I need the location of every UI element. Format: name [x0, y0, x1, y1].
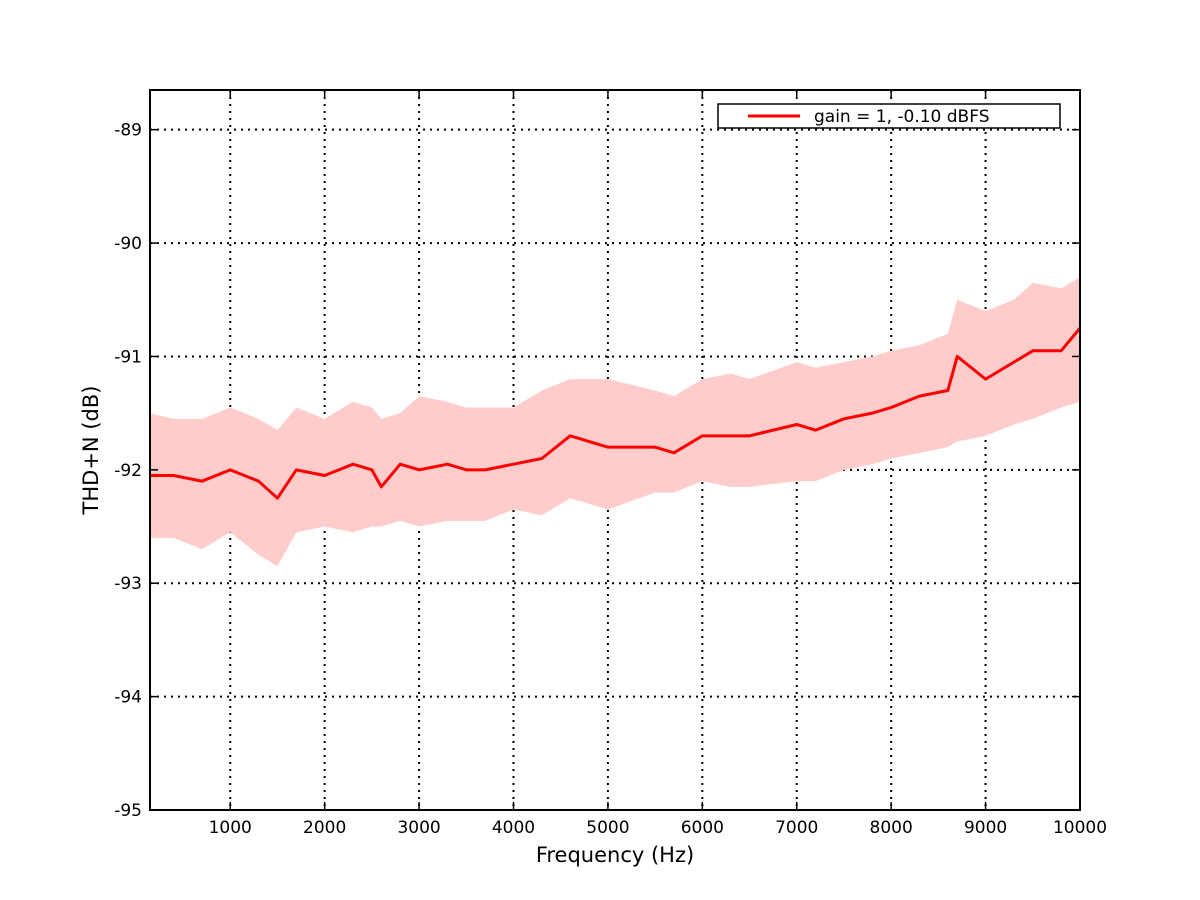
y-tick-label: -93: [114, 574, 142, 594]
series-line: [150, 327, 1082, 500]
x-tick-label: 7000: [775, 818, 818, 838]
x-tick-label: 1000: [209, 818, 252, 838]
grid: [150, 90, 1080, 810]
y-tick-label: -91: [114, 347, 142, 367]
plot-frame: [149, 89, 1081, 811]
x-tick-label: 8000: [870, 818, 913, 838]
legend: gain = 1, -0.10 dBFS: [717, 103, 1061, 129]
y-tick-label: -94: [114, 688, 142, 708]
x-tick-labels: 1000 2000 3000 4000 5000 6000 7000 8000 9000 1000…: [209, 818, 1107, 838]
legend-label: gain = 1, -0.10 dBFS: [814, 107, 990, 127]
ticks: [150, 90, 1081, 811]
y-tick-labels: -95 -94 -93 -92 -91 -90 -89: [114, 121, 142, 821]
x-tick-label: 2000: [303, 818, 346, 838]
confidence-band: [150, 277, 1080, 567]
confidence-band-layer: [150, 277, 1080, 567]
x-tick-label: 6000: [681, 818, 724, 838]
x-tick-label: 3000: [397, 818, 440, 838]
y-tick-label: -92: [114, 461, 142, 481]
x-tick-label: 4000: [492, 818, 535, 838]
x-tick-label: 9000: [964, 818, 1007, 838]
y-tick-label: -95: [114, 801, 142, 821]
x-tick-label: 5000: [586, 818, 629, 838]
y-tick-label: -90: [114, 234, 142, 254]
y-axis-label: THD+N (dB): [79, 386, 103, 516]
y-tick-label: -89: [114, 121, 142, 141]
x-axis-label: Frequency (Hz): [536, 843, 694, 867]
x-tick-label: 10000: [1053, 818, 1107, 838]
